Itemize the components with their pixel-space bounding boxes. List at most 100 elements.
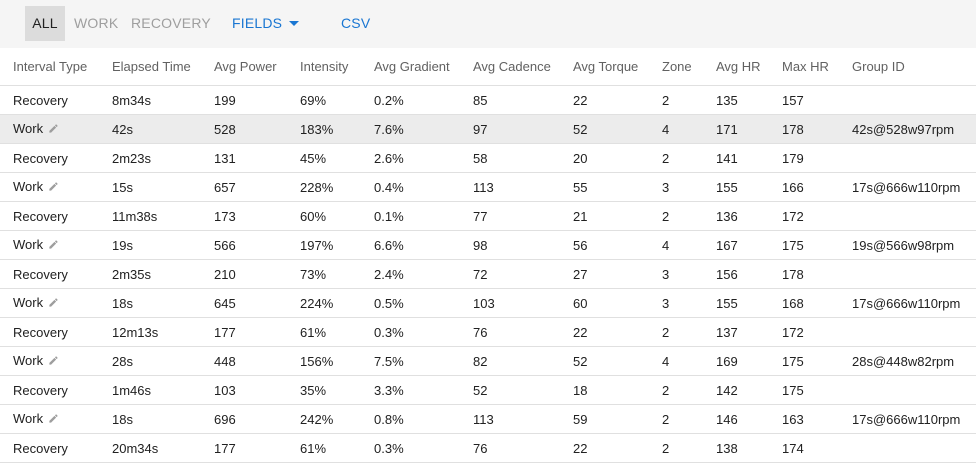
interval-type-label: Work — [13, 120, 44, 136]
elapsed-time-cell: 11m38s — [112, 201, 214, 231]
table-row[interactable]: Work 28s 448 156% 7.5% 82 52 4 169 175 28s@448w82r… — [0, 346, 976, 376]
interval-type-cell: Work — [0, 404, 112, 434]
avg-power-cell: 528 — [214, 114, 300, 144]
avg-torque-cell: 55 — [573, 172, 662, 202]
column-header[interactable]: Avg Torque — [573, 48, 662, 86]
column-header[interactable]: Avg Gradient — [374, 48, 473, 86]
table-row[interactable]: Recovery 2m35s 210 73% 2.4% 72 27 3 156 178 — [0, 259, 976, 289]
zone-cell: 2 — [662, 85, 716, 115]
elapsed-time-cell: 8m34s — [112, 85, 214, 115]
avg-hr-cell: 156 — [716, 259, 782, 289]
edit-pencil-icon[interactable] — [48, 296, 59, 311]
elapsed-time-cell: 42s — [112, 114, 214, 144]
table-row[interactable]: Recovery 1m46s 103 35% 3.3% 52 18 2 142 175 — [0, 375, 976, 405]
avg-cadence-cell: 103 — [473, 288, 573, 318]
avg-gradient-cell: 0.1% — [374, 201, 473, 231]
column-header[interactable]: Elapsed Time — [112, 48, 214, 86]
column-header[interactable]: Avg Cadence — [473, 48, 573, 86]
avg-cadence-cell: 77 — [473, 201, 573, 231]
table-row[interactable]: Recovery 2m23s 131 45% 2.6% 58 20 2 141 179 — [0, 143, 976, 173]
avg-hr-cell: 146 — [716, 404, 782, 434]
interval-type-label: Recovery — [13, 440, 68, 456]
group-id-cell: 17s@666w110rpm — [852, 404, 976, 434]
avg-cadence-cell: 113 — [473, 404, 573, 434]
intensity-cell: 73% — [300, 259, 374, 289]
table-row[interactable]: Recovery 20m34s 177 61% 0.3% 76 22 2 138 174 — [0, 433, 976, 463]
interval-type-cell: Recovery — [0, 317, 112, 347]
interval-type-cell: Recovery — [0, 85, 112, 115]
avg-cadence-cell: 85 — [473, 85, 573, 115]
table-row[interactable]: Recovery 8m34s 199 69% 0.2% 85 22 2 135 157 — [0, 85, 976, 115]
interval-type-label: Recovery — [13, 266, 68, 282]
interval-type-label: Recovery — [13, 150, 68, 166]
avg-gradient-cell: 0.3% — [374, 433, 473, 463]
column-header[interactable]: Zone — [662, 48, 716, 86]
zone-cell: 2 — [662, 143, 716, 173]
zone-cell: 2 — [662, 317, 716, 347]
column-header[interactable]: Intensity — [300, 48, 374, 86]
avg-power-cell: 131 — [214, 143, 300, 173]
zone-cell: 4 — [662, 114, 716, 144]
avg-gradient-cell: 0.2% — [374, 85, 473, 115]
avg-torque-cell: 59 — [573, 404, 662, 434]
fields-dropdown-button[interactable]: FIELDS — [232, 6, 300, 41]
avg-hr-cell: 137 — [716, 317, 782, 347]
avg-torque-cell: 27 — [573, 259, 662, 289]
group-id-cell — [852, 259, 976, 289]
csv-export-button[interactable]: CSV — [341, 15, 371, 31]
interval-type-label: Work — [13, 410, 44, 426]
table-row[interactable]: Recovery 11m38s 173 60% 0.1% 77 21 2 136 172 — [0, 201, 976, 231]
avg-power-cell: 566 — [214, 230, 300, 260]
table-row[interactable]: Work 19s 566 197% 6.6% 98 56 4 167 175 19s@566w98r… — [0, 230, 976, 260]
group-id-cell: 17s@666w110rpm — [852, 288, 976, 318]
interval-type-label: Recovery — [13, 208, 68, 224]
max-hr-cell: 172 — [782, 317, 852, 347]
column-header[interactable]: Avg Power — [214, 48, 300, 86]
column-header[interactable]: Group ID — [852, 48, 976, 86]
interval-type-cell: Recovery — [0, 375, 112, 405]
elapsed-time-cell: 2m23s — [112, 143, 214, 173]
interval-type-label: Recovery — [13, 382, 68, 398]
interval-type-cell: Recovery — [0, 433, 112, 463]
edit-pencil-icon[interactable] — [48, 180, 59, 195]
filter-all-button[interactable]: ALL — [25, 6, 65, 41]
edit-pencil-icon[interactable] — [48, 238, 59, 253]
elapsed-time-cell: 18s — [112, 404, 214, 434]
avg-gradient-cell: 2.6% — [374, 143, 473, 173]
elapsed-time-cell: 18s — [112, 288, 214, 318]
interval-type-cell: Recovery — [0, 201, 112, 231]
intensity-cell: 60% — [300, 201, 374, 231]
edit-pencil-icon[interactable] — [48, 122, 59, 137]
avg-torque-cell: 22 — [573, 85, 662, 115]
avg-gradient-cell: 0.3% — [374, 317, 473, 347]
table-row[interactable]: Recovery 12m13s 177 61% 0.3% 76 22 2 137 172 — [0, 317, 976, 347]
column-header[interactable]: Max HR — [782, 48, 852, 86]
table-row[interactable]: Work 42s 528 183% 7.6% 97 52 4 171 178 42s@528w97r… — [0, 114, 976, 144]
avg-torque-cell: 21 — [573, 201, 662, 231]
avg-power-cell: 177 — [214, 433, 300, 463]
zone-cell: 3 — [662, 172, 716, 202]
avg-gradient-cell: 2.4% — [374, 259, 473, 289]
group-id-cell — [852, 201, 976, 231]
avg-torque-cell: 18 — [573, 375, 662, 405]
max-hr-cell: 178 — [782, 114, 852, 144]
max-hr-cell: 157 — [782, 85, 852, 115]
table-row[interactable]: Work 18s 645 224% 0.5% 103 60 3 155 168 17s@666w11… — [0, 288, 976, 318]
column-header[interactable]: Interval Type — [0, 48, 112, 86]
edit-pencil-icon[interactable] — [48, 354, 59, 369]
edit-pencil-icon[interactable] — [48, 412, 59, 427]
max-hr-cell: 179 — [782, 143, 852, 173]
elapsed-time-cell: 15s — [112, 172, 214, 202]
avg-gradient-cell: 7.5% — [374, 346, 473, 376]
filter-recovery-button[interactable]: RECOVERY — [131, 15, 211, 31]
filter-work-button[interactable]: WORK — [74, 15, 119, 31]
table-row[interactable]: Work 15s 657 228% 0.4% 113 55 3 155 166 17s@666w11… — [0, 172, 976, 202]
table-row[interactable]: Work 18s 696 242% 0.8% 113 59 2 146 163 17s@666w11… — [0, 404, 976, 434]
avg-hr-cell: 155 — [716, 172, 782, 202]
interval-type-label: Work — [13, 352, 44, 368]
column-header[interactable]: Avg HR — [716, 48, 782, 86]
elapsed-time-cell: 1m46s — [112, 375, 214, 405]
avg-cadence-cell: 58 — [473, 143, 573, 173]
avg-cadence-cell: 97 — [473, 114, 573, 144]
avg-hr-cell: 138 — [716, 433, 782, 463]
